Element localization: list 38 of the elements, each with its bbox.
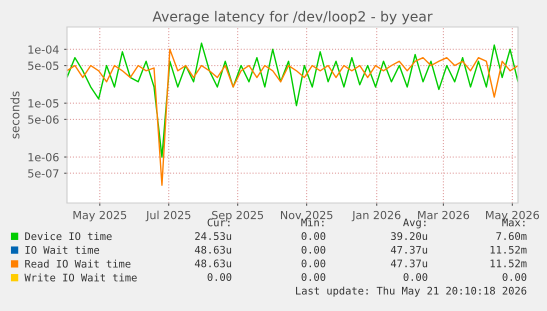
x-tick-label: Jul 2025 bbox=[146, 210, 190, 222]
line-series bbox=[67, 42, 518, 158]
text: 47.37u bbox=[390, 246, 428, 254]
text: 0.00 bbox=[302, 246, 326, 254]
x-tick-label: Nov 2025 bbox=[280, 210, 332, 220]
text: Last update: Thu May 21 20:10:18 2026 bbox=[296, 286, 526, 297]
text: 39.20u bbox=[391, 232, 428, 240]
text: 24.53u bbox=[195, 232, 232, 240]
legend-label: Read IO Wait time bbox=[25, 260, 130, 268]
text: 47.37u bbox=[390, 259, 428, 268]
text: 0.00 bbox=[302, 259, 326, 268]
text: 11.52m bbox=[490, 259, 527, 268]
text: 7.60m bbox=[496, 232, 527, 240]
x-tick-label: Mar 2026 bbox=[418, 210, 470, 220]
text: 48.63u bbox=[194, 259, 232, 268]
text: 48.63u bbox=[194, 246, 232, 254]
y-tick-label: 1e-05 bbox=[28, 99, 58, 108]
x-tick-label: Jan 2026 bbox=[352, 210, 400, 222]
line-series bbox=[67, 48, 518, 186]
y-tick-label: 5e-07 bbox=[28, 169, 58, 178]
legend-label: Write IO Wait time bbox=[24, 273, 137, 282]
text: 0.00 bbox=[302, 232, 326, 240]
y-tick-label: 5e-05 bbox=[28, 62, 58, 70]
y-tick-label: 5e-06 bbox=[28, 115, 59, 124]
text: 0.00 bbox=[302, 273, 326, 281]
text: Avg: bbox=[403, 218, 426, 228]
text: 0.00 bbox=[208, 273, 232, 281]
text: Min: bbox=[301, 218, 324, 226]
legend-label: IO Wait time bbox=[26, 246, 100, 254]
text: 11.52m bbox=[490, 246, 527, 254]
text: 0.00 bbox=[502, 273, 526, 281]
x-tick-label: May 2025 bbox=[73, 210, 126, 222]
chart-title: Average latency for /dev/loop2 - by year bbox=[152, 10, 433, 24]
legend-label: Device IO time bbox=[25, 232, 112, 240]
y-tick-label: 1e-06 bbox=[28, 153, 59, 162]
text: 0.00 bbox=[404, 273, 428, 281]
y-tick-label: 1e-04 bbox=[28, 45, 59, 54]
y-axis-title: seconds bbox=[10, 91, 20, 138]
